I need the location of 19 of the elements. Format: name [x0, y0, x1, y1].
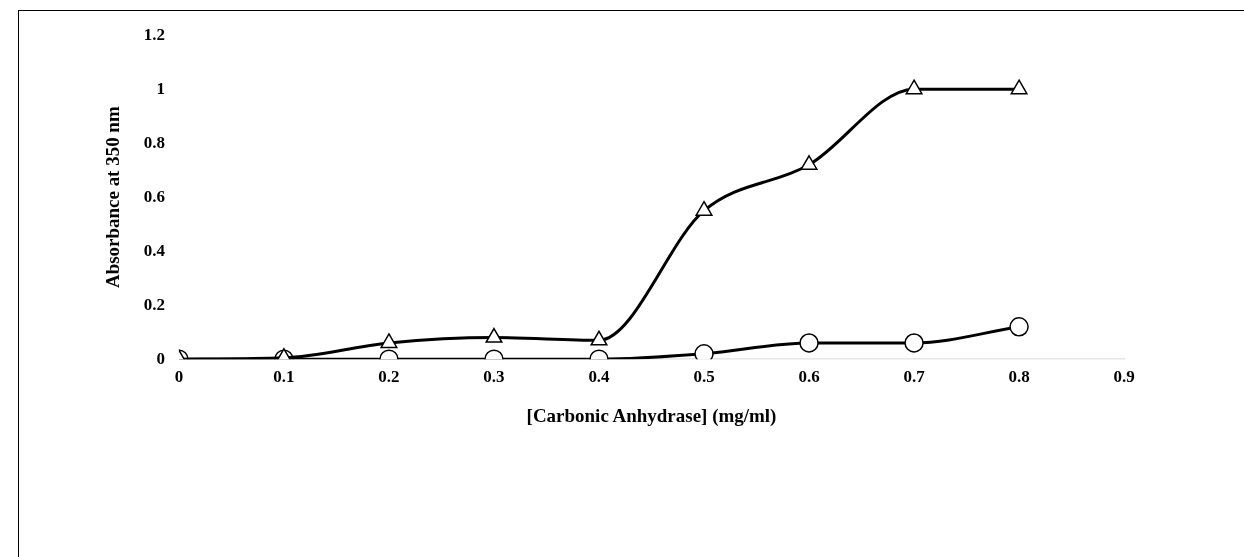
x-tick-label: 0.4 — [588, 366, 611, 386]
x-tick-label: 0.8 — [1008, 366, 1030, 386]
x-tick-label: 0.1 — [273, 366, 295, 386]
x-tick-label: 0.5 — [693, 366, 715, 386]
x-axis-title: [Carbonic Anhydrase] (mg/ml) — [526, 404, 777, 427]
x-tick-label: 0 — [174, 366, 184, 386]
y-axis-title: Absorbance at 350 nm — [102, 106, 124, 289]
x-tick-label: 0.2 — [378, 366, 400, 386]
y-tick-label: 0.8 — [143, 132, 165, 152]
x-tick-label: 0.3 — [483, 366, 505, 386]
y-tick-label: 0.2 — [143, 294, 165, 314]
y-tick-label: 0.6 — [143, 186, 165, 206]
x-tick-label: 0.7 — [903, 366, 926, 386]
x-tick-label: 0.9 — [1113, 366, 1135, 386]
y-tick-label: 1 — [156, 78, 165, 98]
x-tick-label: 0.6 — [798, 366, 820, 386]
y-tick-label: 0.4 — [143, 240, 166, 260]
y-tick-label: 1.2 — [143, 24, 165, 44]
y-tick-label: 0 — [156, 348, 165, 368]
